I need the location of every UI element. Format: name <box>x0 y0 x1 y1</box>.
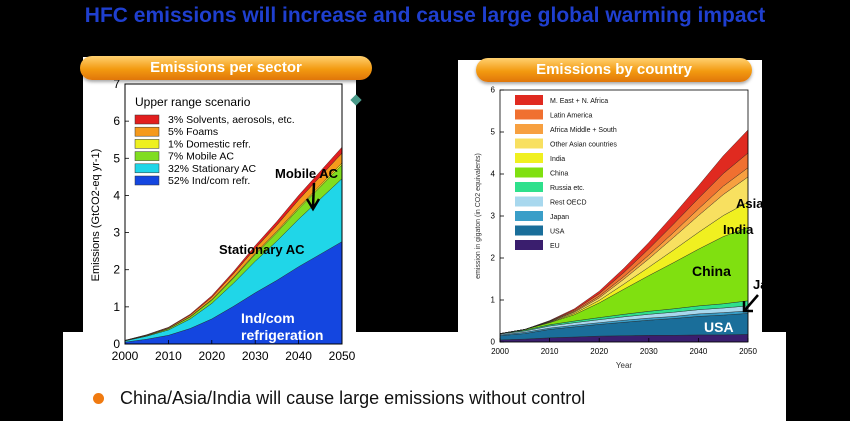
y-tick-label: 0 <box>113 337 120 351</box>
x-tick-label: 2010 <box>155 349 182 363</box>
annotation-usa: USA <box>704 319 734 335</box>
legend-swatch <box>515 124 543 134</box>
legend-label-5-foams: 5% Foams <box>168 126 218 138</box>
legend-swatch <box>515 240 543 250</box>
legend-label-usa: USA <box>550 229 565 236</box>
legend-swatch <box>515 182 543 192</box>
x-tick-label: 2000 <box>491 347 509 356</box>
legend-label-3-solvents-aerosols-etc: 3% Solvents, aerosols, etc. <box>168 114 295 126</box>
legend-swatch <box>515 138 543 149</box>
legend-label-52-ind-com-refr: 52% Ind/com refr. <box>168 175 250 187</box>
annotation-indcom-line1: Ind/com <box>241 310 295 326</box>
x-tick-label: 2010 <box>541 347 559 356</box>
y-tick-label: 3 <box>113 226 120 240</box>
legend-swatch <box>515 211 543 221</box>
y-axis-label: Emissions (GtCO2-eq yr-1) <box>90 149 102 282</box>
legend-label-china: China <box>550 171 568 178</box>
x-axis-label: Year <box>616 361 633 370</box>
sector-emissions-chart: 2000 2010 2020 2030 2040 2050 0 1 2 3 4 5 6 7 Upper r… <box>90 77 356 363</box>
y-tick-label: 6 <box>113 114 120 128</box>
y-tick-label: 3 <box>491 212 496 221</box>
sector-panel-label: Emissions per sector <box>80 56 372 80</box>
bullet-text: China/Asia/India will cause large emissi… <box>120 388 586 408</box>
annotation-eu: EU <box>754 334 773 349</box>
y-tick-label: 0 <box>491 338 496 347</box>
x-tick-label: 2040 <box>690 347 708 356</box>
y-tick-label: 4 <box>491 170 496 179</box>
country-chart-panel: 2000 2010 2020 2030 2040 2050 0 1 2 3 4 5 6 M. East … <box>458 60 768 370</box>
chart-title: Upper range scenario <box>135 95 251 109</box>
mobile-ac-arrow-icon <box>305 182 321 212</box>
y-axis-label: emission in gigaton (in CO2 equivalents) <box>475 153 482 279</box>
y-tick-label: 5 <box>491 128 496 137</box>
country-panel-label: Emissions by country <box>476 58 752 82</box>
annotation-india: India <box>723 222 754 237</box>
annotation-asia: Asia <box>736 196 762 211</box>
legend-label-japan: Japan <box>550 214 569 221</box>
legend-label-rest-oecd: Rest OECD <box>550 200 587 207</box>
x-tick-label: 2040 <box>285 349 312 363</box>
y-tick-label: 4 <box>113 188 120 202</box>
legend-label-africa-middle-south: Africa Middle + South <box>550 127 617 134</box>
legend-swatch <box>134 139 160 149</box>
x-tick-label: 2020 <box>590 347 608 356</box>
annotation-stationary-ac: Stationary AC <box>219 242 305 257</box>
legend-swatch <box>515 153 543 163</box>
legend-swatch <box>515 95 543 105</box>
y-tick-label: 1 <box>491 296 496 305</box>
bullet-dot-icon <box>93 393 104 404</box>
sector-chart-panel: 2000 2010 2020 2030 2040 2050 0 1 2 3 4 5 6 7 Upper r… <box>83 57 356 363</box>
annotation-japan: Ja <box>753 277 762 292</box>
legend-swatch <box>134 114 160 125</box>
legend-swatch <box>515 225 543 236</box>
legend-label-india: India <box>550 156 565 163</box>
y-tick-label: 7 <box>113 77 120 91</box>
x-tick-label: 2050 <box>329 349 356 363</box>
country-emissions-chart: 2000 2010 2020 2030 2040 2050 0 1 2 3 4 5 6 M. East … <box>475 86 768 370</box>
legend-swatch <box>515 167 543 178</box>
legend-swatch <box>134 126 160 137</box>
y-tick-label: 5 <box>113 151 120 165</box>
y-tick-label: 6 <box>491 86 496 95</box>
y-tick-label: 2 <box>491 254 496 263</box>
annotation-china: China <box>692 263 731 279</box>
legend-label-latin-america: Latin America <box>550 113 593 120</box>
legend-label-7-mobile-ac: 7% Mobile AC <box>168 151 234 163</box>
annotation-mobile-ac: Mobile AC <box>275 166 339 181</box>
legend-label-m-east-n-africa: M. East + N. Africa <box>550 98 608 105</box>
x-tick-label: 2000 <box>112 349 139 363</box>
legend-swatch <box>515 109 543 120</box>
legend-label-32-stationary-ac: 32% Stationary AC <box>168 163 257 175</box>
x-tick-label: 2030 <box>640 347 658 356</box>
legend-label-1-domestic-refr: 1% Domestic refr. <box>168 138 251 150</box>
slide-title: HFC emissions will increase and cause la… <box>84 4 766 27</box>
annotation-indcom-line2: refrigeration <box>241 327 323 343</box>
y-tick-label: 2 <box>113 263 120 277</box>
x-tick-label: 2030 <box>242 349 269 363</box>
legend-swatch <box>515 196 543 207</box>
japan-arrow-icon <box>742 294 759 313</box>
x-tick-label: 2020 <box>198 349 225 363</box>
legend-swatch <box>134 151 160 161</box>
legend-label-russia-etc: Russia etc. <box>550 185 585 192</box>
y-tick-label: 1 <box>113 300 120 314</box>
legend-swatch <box>134 163 160 174</box>
x-tick-label: 2050 <box>739 347 757 356</box>
legend-label-other-asian-countries: Other Asian countries <box>550 142 617 149</box>
legend-label-eu: EU <box>550 243 560 250</box>
legend-swatch <box>134 175 160 186</box>
